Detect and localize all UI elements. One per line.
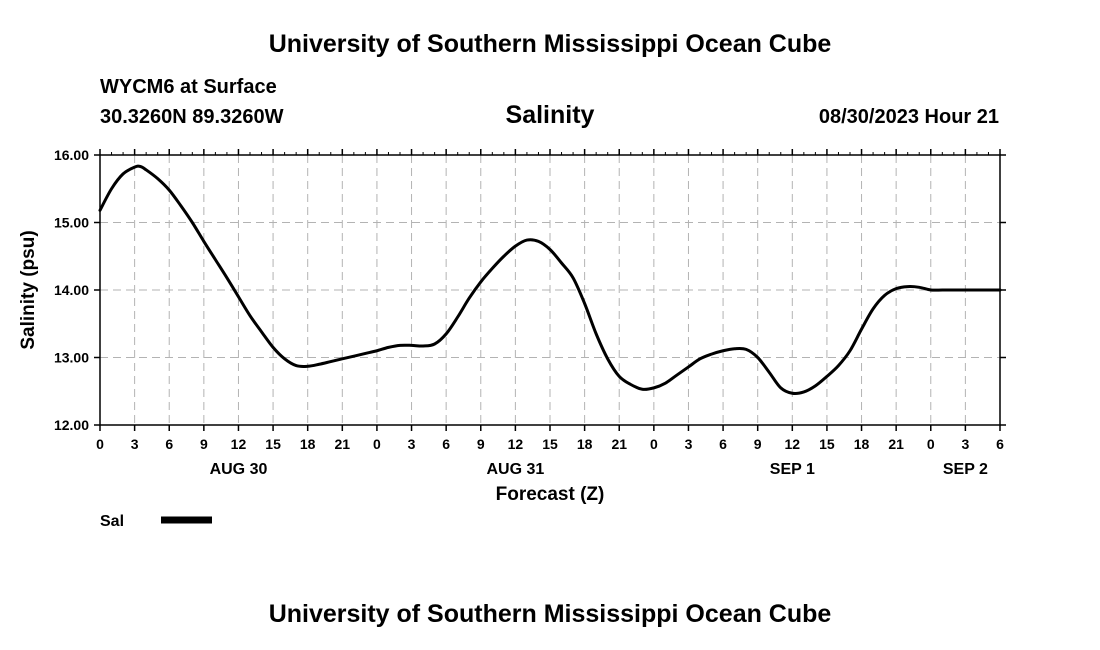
y-tick-label: 15.00 [54, 215, 89, 231]
chart-main-title: University of Southern Mississippi Ocean… [268, 30, 832, 58]
x-tick-label: 6 [996, 436, 1004, 452]
series-line-sal [98, 164, 1002, 396]
y-tick-label: 13.00 [54, 350, 89, 366]
variable-title: Salinity [505, 101, 595, 129]
day-labels: AUG 30 AUG 31 SEP 1 SEP 2 [210, 461, 988, 478]
y-axis-label: Salinity (psu) [18, 230, 39, 349]
day-label: SEP 1 [770, 461, 815, 478]
coordinates-label: 30.3260N 89.3260W [100, 106, 284, 128]
day-label: AUG 30 [210, 461, 268, 478]
x-tick-label: 15 [819, 436, 835, 452]
grid-lines [100, 155, 1000, 425]
x-tick-label: 21 [335, 436, 351, 452]
day-label: SEP 2 [943, 461, 988, 478]
x-tick-label: 18 [854, 436, 870, 452]
x-tick-label: 6 [165, 436, 173, 452]
station-label: WYCM6 at Surface [100, 76, 277, 98]
x-tick-label: 3 [685, 436, 693, 452]
x-tick-label: 0 [96, 436, 104, 452]
x-tick-label: 0 [373, 436, 381, 452]
forecast-datetime: 08/30/2023 Hour 21 [818, 106, 999, 128]
x-tick-label: 0 [927, 436, 935, 452]
plot-frame [99, 154, 1001, 426]
footer-title: University of Southern Mississippi Ocean… [268, 600, 832, 628]
x-tick-label: 3 [131, 436, 139, 452]
x-tick-labels: 0 3 6 9 12 15 18 21 0 3 6 9 12 15 18 21 0 3 6 9 12 15 18 21 0 3 6 [96, 436, 1004, 452]
x-tick-label: 18 [577, 436, 593, 452]
x-tick-label: 3 [408, 436, 416, 452]
x-tick-label: 18 [300, 436, 316, 452]
y-tick-labels: 12.00 13.00 14.00 15.00 16.00 [54, 147, 89, 433]
x-tick-label: 21 [611, 436, 627, 452]
x-tick-label: 21 [888, 436, 904, 452]
x-tick-label: 9 [477, 436, 485, 452]
x-tick-label: 12 [508, 436, 524, 452]
x-tick-label: 9 [754, 436, 762, 452]
x-tick-label: 6 [442, 436, 450, 452]
y-tick-label: 12.00 [54, 417, 89, 433]
legend-label: Sal [100, 513, 124, 530]
x-axis-label: Forecast (Z) [496, 484, 605, 505]
legend: Sal [100, 513, 212, 530]
x-tick-label: 15 [542, 436, 558, 452]
y-tick-label: 14.00 [54, 282, 89, 298]
x-tick-label: 0 [650, 436, 658, 452]
x-tick-label: 12 [231, 436, 247, 452]
y-tick-label: 16.00 [54, 147, 89, 163]
x-tick-label: 9 [200, 436, 208, 452]
x-tick-label: 12 [785, 436, 801, 452]
day-label: AUG 31 [486, 461, 544, 478]
x-tick-label: 3 [961, 436, 969, 452]
x-tick-label: 15 [265, 436, 281, 452]
x-tick-label: 6 [719, 436, 727, 452]
